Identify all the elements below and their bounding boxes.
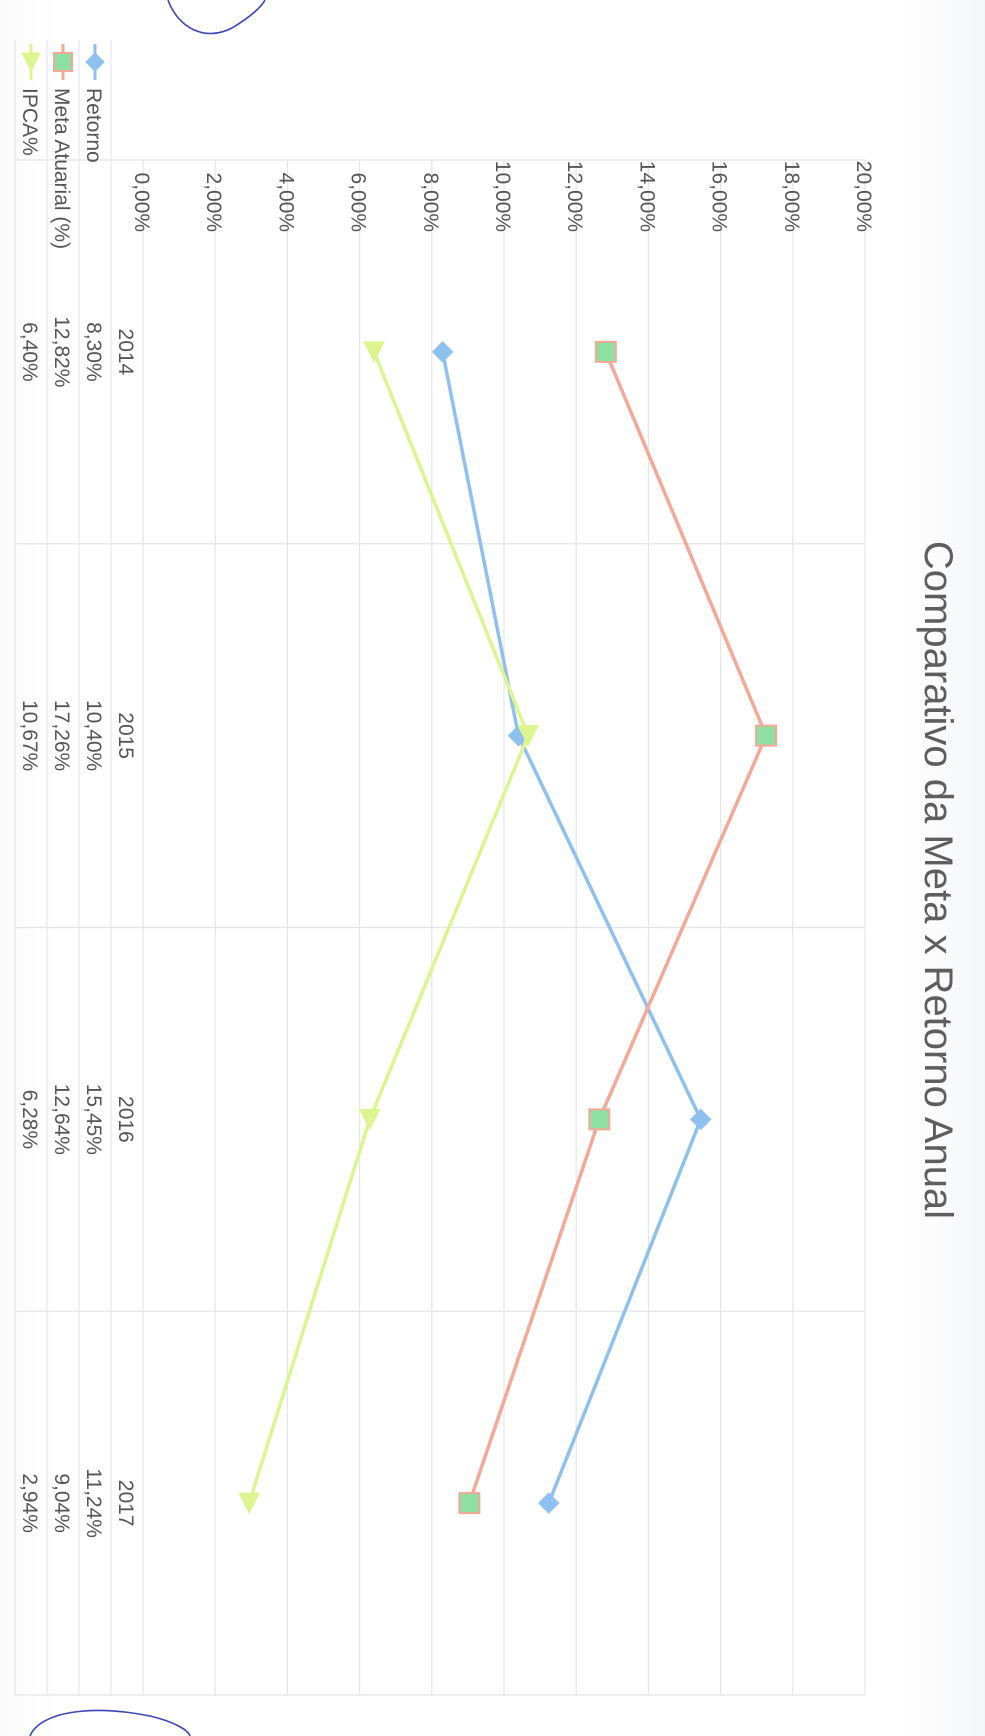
data-table: 2014 2015 2016 2017 Retorno 8,30% 10,40% 15,45%…	[14, 40, 137, 1695]
data-point-diamond	[690, 1108, 712, 1131]
data-point-triangle	[517, 725, 539, 747]
data-table-value: 6,40%	[18, 322, 41, 382]
series-line	[467, 351, 768, 1504]
category-label: 2017	[114, 1480, 137, 1527]
y-axis-ticks: 0,00% 2,00% 4,00% 6,00% 8,00% 10,00% 12,00% 14,…	[130, 161, 875, 232]
category-label: 2015	[114, 712, 137, 759]
data-point-triangle	[238, 1492, 260, 1515]
data-table-value: 9,04%	[50, 1473, 73, 1533]
pen-scribble-top	[167, 0, 266, 35]
category-label: 2014	[114, 329, 137, 376]
legend-label: Retorno	[82, 88, 105, 163]
y-tick-label: 16,00%	[708, 161, 731, 232]
data-table-value: 17,26%	[50, 700, 73, 771]
data-point-diamond	[431, 341, 454, 363]
y-tick-label: 20,00%	[852, 161, 875, 232]
y-tick-label: 18,00%	[780, 161, 803, 232]
legend-label: Meta Atuarial (%)	[50, 88, 73, 249]
series-line	[440, 351, 703, 1504]
rotated-chart-frame: Comparativo da Meta x Retorno Anual 0,00…	[14, 40, 960, 1696]
data-table-value: 10,67%	[18, 700, 41, 771]
data-table-value: 6,28%	[18, 1090, 41, 1150]
data-table-value: 11,24%	[82, 1468, 105, 1538]
y-tick-label: 4,00%	[274, 172, 297, 232]
data-table-value: 2,94%	[18, 1473, 41, 1533]
data-table-value: 10,40%	[82, 700, 105, 771]
category-label: 2016	[114, 1096, 137, 1143]
data-table-value: 12,64%	[50, 1084, 73, 1155]
pen-scribble-bottom	[29, 1709, 191, 1736]
data-point-square	[755, 724, 778, 747]
data-table-value: 15,45%	[82, 1084, 105, 1155]
data-point-square	[458, 1492, 481, 1515]
y-tick-label: 12,00%	[563, 161, 586, 232]
chart-title: Comparativo da Meta x Retorno Anual	[916, 541, 960, 1219]
legend-label: IPCA%	[18, 88, 41, 156]
gridlines	[15, 159, 866, 1696]
data-point-square	[53, 52, 73, 72]
series-lines	[238, 340, 778, 1515]
data-point-diamond	[538, 1492, 560, 1514]
data-point-square	[594, 340, 617, 363]
series-line	[247, 351, 530, 1504]
y-tick-label: 8,00%	[419, 172, 442, 232]
y-tick-label: 0,00%	[130, 172, 153, 232]
data-table-value: 8,30%	[82, 322, 105, 382]
data-point-diamond	[85, 52, 105, 72]
data-point-triangle	[358, 1108, 381, 1131]
y-tick-label: 14,00%	[635, 161, 658, 232]
data-table-value: 12,82%	[50, 316, 73, 387]
data-point-triangle	[21, 52, 41, 73]
data-point-square	[588, 1108, 611, 1131]
y-tick-label: 10,00%	[491, 161, 514, 232]
data-point-triangle	[363, 341, 385, 363]
y-tick-label: 6,00%	[347, 172, 370, 232]
y-tick-label: 2,00%	[202, 172, 225, 232]
